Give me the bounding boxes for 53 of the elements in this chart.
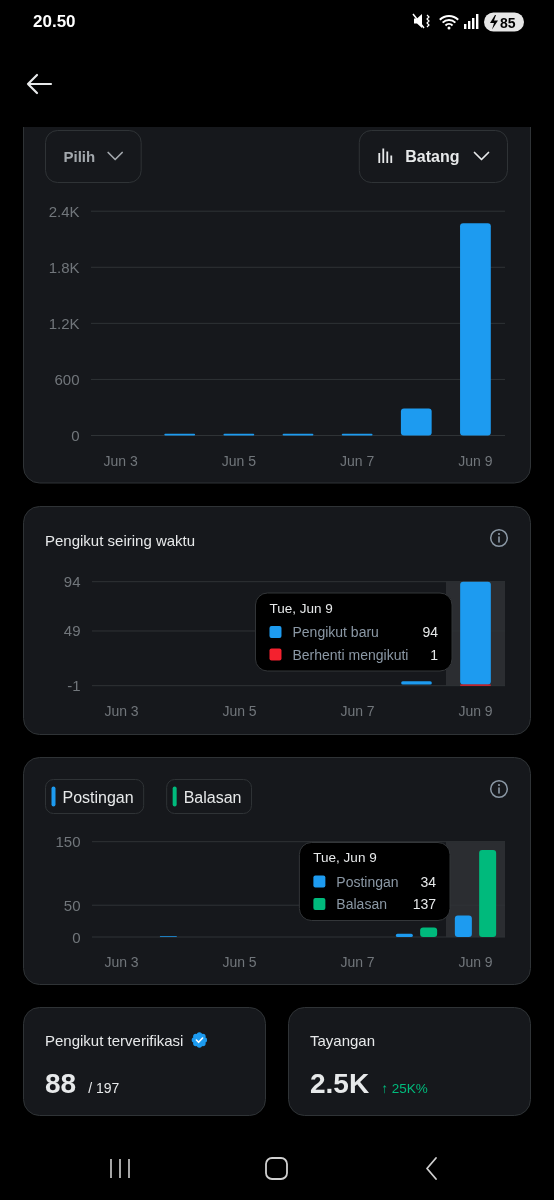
x-tick-label: Jun 9: [458, 703, 493, 719]
y-tick-label: 49: [63, 622, 81, 640]
annotation: 137: [412, 896, 437, 912]
y-tick-label: 94: [63, 573, 81, 591]
annotation: Tue, Jun 9: [313, 850, 377, 865]
text: Pengikut terverifikasi: [45, 1031, 184, 1049]
legend-label: Postingan: [336, 873, 399, 890]
x-tick-label: Jun 5: [221, 453, 257, 469]
y-tick-label: 50: [63, 896, 81, 914]
x-tick-label: Jun 3: [103, 453, 138, 469]
x-tick-label: Jun 3: [104, 703, 139, 719]
x-tick-label: Jun 7: [340, 954, 375, 970]
text: 20.50: [33, 11, 76, 31]
annotation: 94: [422, 624, 439, 640]
bar: [460, 223, 491, 436]
legend-title: Tue, Jun 9: [269, 600, 333, 616]
x-tick-label: Jun 9: [458, 453, 493, 469]
text: ↑ 25K%: [381, 1081, 428, 1096]
x-tick-label: Jun 3: [104, 954, 139, 970]
text: 88: [45, 1068, 77, 1099]
text: Pilih: [63, 148, 96, 165]
text: / 197: [88, 1080, 120, 1096]
text: Postingan: [62, 788, 134, 806]
x-tick-label: Jun 5: [222, 703, 257, 719]
y-tick-label: 0: [72, 928, 81, 946]
text: Tayangan: [310, 1031, 376, 1049]
bar: [420, 927, 438, 937]
chart-title: Pengikut seiring waktu: [45, 531, 196, 549]
bar: [395, 933, 413, 937]
y-tick-label: -1: [67, 677, 81, 695]
bar: [400, 408, 432, 436]
x-tick-label: Jun 9: [458, 954, 493, 970]
y-tick-label: 1.2K: [48, 314, 80, 332]
annotation: 1: [430, 646, 439, 663]
bar: [479, 849, 497, 937]
y-tick-label: 600: [54, 370, 80, 388]
annotation: 34: [420, 873, 437, 890]
text: 85: [500, 14, 516, 31]
bar: [454, 915, 472, 937]
y-tick-label: 2.4K: [48, 202, 80, 220]
text: Balasan: [183, 788, 242, 806]
legend-label: Balasan: [336, 896, 387, 912]
text: 2.5K: [310, 1068, 370, 1099]
y-tick-label: 0: [71, 427, 80, 444]
legend-label: Berhenti mengikuti: [292, 646, 409, 663]
y-tick-label: 1.8K: [48, 258, 80, 276]
x-tick-label: Jun 7: [340, 703, 375, 719]
x-tick-label: Jun 7: [340, 453, 375, 469]
bar: [401, 681, 432, 685]
x-tick-label: Jun 5: [222, 954, 257, 970]
y-tick-label: 150: [55, 833, 81, 851]
text: Batang: [405, 148, 460, 165]
legend-label: Pengikut baru: [292, 624, 379, 640]
